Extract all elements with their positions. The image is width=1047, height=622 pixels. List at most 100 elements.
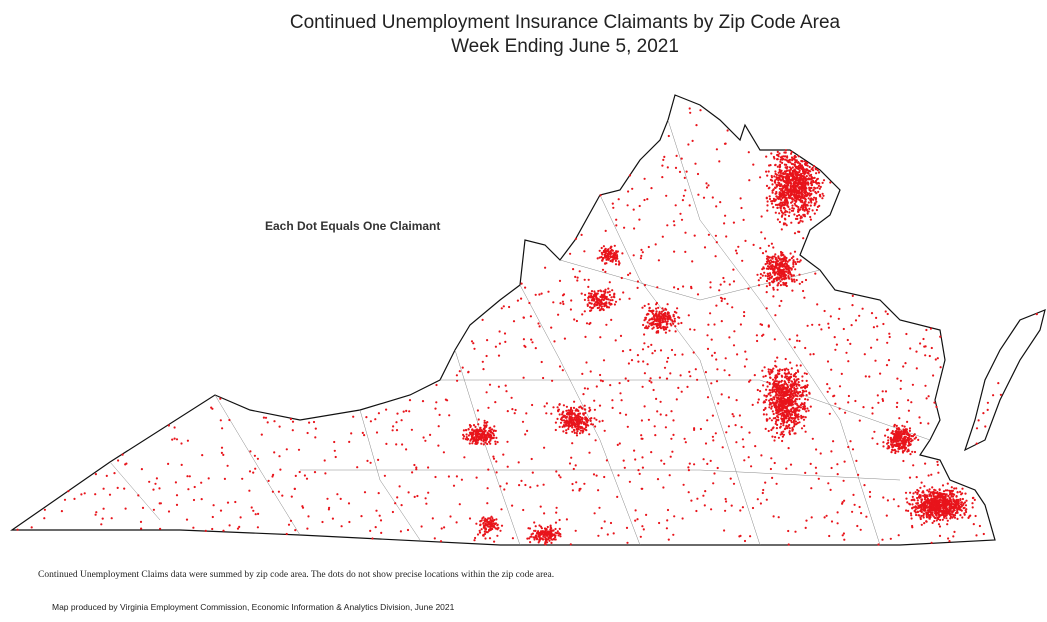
claimant-dot [776, 165, 779, 168]
claimant-dot [559, 302, 562, 305]
claimant-dot [580, 421, 583, 424]
claimant-dot [784, 172, 787, 175]
claimant-dot [662, 326, 665, 329]
claimant-dot [932, 493, 935, 496]
claimant-dot [753, 374, 756, 377]
claimant-dot [657, 330, 660, 333]
claimant-dot [943, 516, 946, 519]
claimant-dot [289, 417, 292, 421]
claimant-dot [774, 172, 777, 175]
claimant-dot [645, 325, 648, 328]
claimant-dot [374, 418, 377, 421]
claimant-dot [795, 175, 798, 178]
claimant-dot [606, 533, 609, 536]
claimant-dot [798, 397, 801, 401]
claimant-dot [945, 503, 948, 506]
claimant-dot [799, 175, 802, 178]
claimant-dot [748, 431, 751, 434]
claimant-dot [752, 163, 755, 166]
claimant-dot [715, 304, 718, 307]
claimant-dot [793, 280, 796, 283]
claimant-dot [872, 326, 876, 329]
claimant-dot [783, 211, 787, 214]
claimant-dot [673, 224, 676, 227]
claimant-dot [871, 437, 874, 440]
claimant-dot [720, 320, 723, 323]
claimant-dot [314, 436, 317, 439]
claimant-dot [770, 275, 774, 278]
claimant-dot [562, 404, 566, 407]
claimant-dot [559, 418, 563, 421]
claimant-dot [557, 408, 561, 411]
claimant-dot [567, 422, 570, 425]
claimant-dot [770, 405, 774, 408]
claimant-dot [904, 362, 907, 365]
claimant-dot [799, 406, 803, 409]
claimant-dot [790, 179, 793, 182]
claimant-dot [907, 441, 910, 444]
claimant-dot [407, 491, 410, 494]
claimant-dot [583, 310, 586, 313]
claimant-dot [772, 417, 775, 420]
claimant-dot [727, 396, 731, 399]
claimant-dot [774, 436, 777, 439]
claimant-dot [544, 539, 548, 542]
claimant-dot [204, 529, 207, 533]
claimant-dot [796, 260, 799, 263]
claimant-dot [598, 249, 601, 252]
claimant-dot [542, 483, 545, 486]
claimant-dot [636, 518, 639, 521]
claimant-dot [706, 347, 710, 350]
claimant-dot [892, 445, 895, 448]
claimant-dot [770, 428, 773, 432]
claimant-dot [669, 317, 672, 320]
claimant-dot [943, 498, 946, 501]
claimant-dot [424, 439, 427, 442]
claimant-dot [721, 446, 724, 449]
claimant-dot [801, 379, 804, 382]
claimant-dot [793, 278, 796, 281]
claimant-dot [650, 381, 653, 384]
claimant-dot [658, 376, 662, 379]
claimant-dot [117, 459, 120, 462]
claimant-dot [786, 178, 789, 181]
claimant-dot [559, 421, 563, 424]
claimant-dot [554, 536, 557, 539]
claimant-dot [620, 276, 623, 280]
claimant-dot [858, 314, 861, 317]
claimant-dot [801, 196, 805, 199]
claimant-dot [599, 301, 602, 304]
claimant-dot [793, 391, 797, 394]
claimant-dot [427, 466, 430, 469]
claimant-dot [558, 425, 561, 428]
claimant-dot [822, 194, 825, 197]
claimant-dot [795, 188, 798, 191]
claimant-dot [929, 498, 932, 501]
claimant-dot [518, 484, 521, 487]
claimant-dot [597, 289, 600, 293]
claimant-dot [472, 424, 476, 427]
claimant-dot [529, 541, 532, 544]
claimant-dot [171, 438, 174, 441]
claimant-dot [553, 533, 556, 536]
claimant-dot [926, 497, 930, 500]
claimant-dot [707, 323, 710, 326]
claimant-dot [798, 179, 801, 182]
claimant-dot [707, 233, 711, 236]
claimant-dot [911, 507, 914, 510]
claimant-dot [392, 425, 395, 428]
claimant-dot [764, 274, 767, 277]
claimant-dot [575, 481, 578, 484]
claimant-dot [934, 358, 937, 361]
claimant-dot [768, 381, 771, 385]
claimant-dot [783, 399, 786, 402]
claimant-dot [603, 303, 606, 306]
claimant-dot [888, 332, 891, 335]
claimant-dot [599, 308, 602, 311]
claimant-dot [657, 259, 661, 262]
claimant-dot [94, 473, 97, 476]
claimant-dot [649, 377, 652, 380]
claimant-dot [408, 410, 411, 413]
claimant-dot [584, 335, 587, 338]
claimant-dot [666, 320, 669, 323]
